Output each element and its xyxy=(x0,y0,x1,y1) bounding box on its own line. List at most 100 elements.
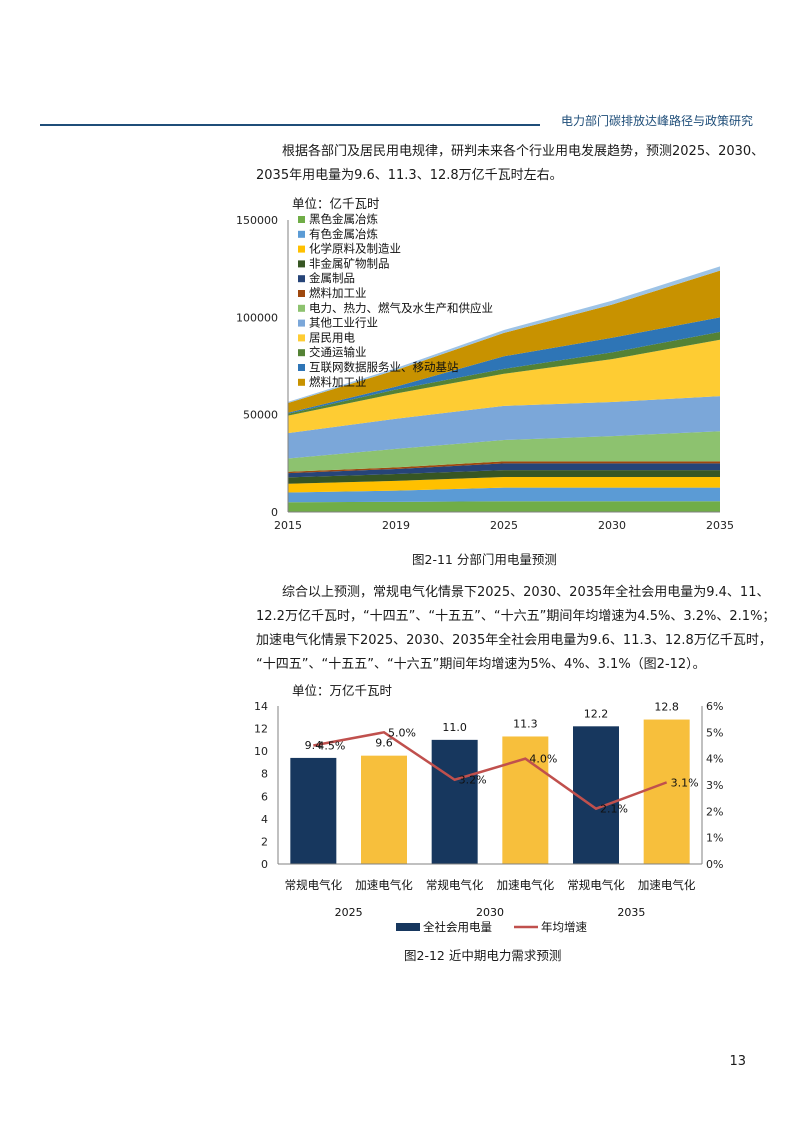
area-series xyxy=(288,501,720,512)
y-tick-label: 12 xyxy=(254,723,268,736)
bar-value-label: 11.0 xyxy=(442,721,467,734)
page-number: 13 xyxy=(729,1054,746,1069)
x-category-label: 加速电气化 xyxy=(497,878,555,892)
legend-swatch xyxy=(298,216,305,223)
growth-rate-label: 5.0% xyxy=(388,726,416,739)
paragraph-2-line: 加速电气化情景下2025、2030、2035年全社会用电量为9.6、11.3、1… xyxy=(256,633,772,648)
paragraph-2: 综合以上预测，常规电气化情景下2025、2030、2035年全社会用电量为9.4… xyxy=(256,581,776,677)
y-tick-label: 4 xyxy=(261,813,268,826)
area-series xyxy=(288,317,720,414)
growth-rate-line xyxy=(313,731,668,811)
legend-label: 非金属矿物制品 xyxy=(309,256,390,270)
area-series xyxy=(288,463,720,478)
growth-rate-label: 4.0% xyxy=(529,753,557,766)
y-tick-label: 8 xyxy=(261,768,268,781)
legend-swatch xyxy=(298,245,305,253)
bar xyxy=(361,755,407,864)
growth-rate-label: 3.1% xyxy=(671,776,699,789)
bar xyxy=(573,726,619,864)
paragraph-1: 根据各部门及居民用电规律，研判未来各个行业用电发展趋势，预测2025、2030、… xyxy=(256,140,765,188)
legend-label: 年均增速 xyxy=(541,920,587,934)
legend-label: 电力、热力、燃气及水生产和供应业 xyxy=(309,301,493,315)
area-series xyxy=(288,487,720,503)
bar-value-label: 11.3 xyxy=(513,717,538,730)
y-tick-label: 0 xyxy=(261,858,268,871)
paragraph-2-line: “十四五”、“十五五”、“十六五”期间年均增速为5%、4%、3.1%（图2-12… xyxy=(256,657,706,672)
sector-electricity-area-chart: 0 50000 100000 150000 2015 2019 2025 2030 2035 单位… xyxy=(236,196,734,532)
x-group-label: 2025 xyxy=(335,906,363,919)
area-series xyxy=(288,270,720,413)
header-rule xyxy=(40,124,540,126)
x-category-label: 常规电气化 xyxy=(426,878,484,892)
growth-rate-label: 4.5% xyxy=(317,740,345,753)
legend-label: 有色金属冶炼 xyxy=(309,227,378,241)
paragraph-2-line: 综合以上预测，常规电气化情景下2025、2030、2035年全社会用电量为9.4… xyxy=(282,585,770,600)
paragraph-1-line: 2035年用电量为9.6、11.3、12.8万亿千瓦时左右。 xyxy=(256,168,563,183)
area-series xyxy=(288,396,720,459)
y2-tick-label: 6% xyxy=(706,700,723,713)
y-tick-label: 14 xyxy=(254,700,268,713)
area-series xyxy=(288,331,720,416)
bar-value-label: 12.8 xyxy=(654,701,679,714)
legend-swatch xyxy=(298,364,305,371)
y-tick-label: 6 xyxy=(261,790,268,803)
legend-swatch xyxy=(298,230,305,238)
x-tick-label: 2030 xyxy=(598,519,626,532)
area-series xyxy=(288,470,720,484)
y2-tick-label: 4% xyxy=(706,753,723,766)
x-category-label: 常规电气化 xyxy=(285,878,343,892)
y2-tick-label: 1% xyxy=(706,832,723,845)
bar xyxy=(431,739,478,864)
bar-value-label: 9.6 xyxy=(375,737,393,750)
paragraph-2-line: 12.2万亿千瓦时，“十四五”、“十五五”、“十六五”期间年均增速为4.5%、3… xyxy=(256,609,776,624)
y2-tick-label: 3% xyxy=(706,779,723,792)
legend-swatch xyxy=(298,319,305,327)
legend-label: 交通运输业 xyxy=(309,345,367,359)
y-tick-label: 150000 xyxy=(236,214,278,227)
x-tick-label: 2015 xyxy=(274,519,302,532)
x-category-label: 加速电气化 xyxy=(638,878,696,892)
legend-swatch xyxy=(396,923,420,931)
legend-swatch xyxy=(298,275,305,283)
y-tick-label: 50000 xyxy=(243,409,278,422)
bar xyxy=(643,719,690,864)
x-category-label: 常规电气化 xyxy=(567,878,625,892)
x-category-label: 加速电气化 xyxy=(355,878,413,892)
legend-swatch xyxy=(298,290,305,297)
electricity-demand-bar-line-chart: 单位：万亿千瓦时 0 2 4 6 8 10 12 14 0% 1% 2% 3% 4% 5% 6% 9.4 9.6 1… xyxy=(254,683,723,934)
x-group-label: 2030 xyxy=(476,906,504,919)
legend-label: 其他工业行业 xyxy=(309,316,378,330)
x-group-label: 2035 xyxy=(617,906,645,919)
unit-label: 单位：万亿千瓦时 xyxy=(292,683,393,698)
bar xyxy=(290,757,337,864)
legend-swatch xyxy=(298,378,305,386)
area-series xyxy=(288,431,720,472)
figure-1-caption: 图2-11 分部门用电量预测 xyxy=(412,552,557,567)
y-tick-label: 0 xyxy=(271,506,278,519)
area-series xyxy=(288,266,720,403)
y2-tick-label: 2% xyxy=(706,805,723,818)
unit-label: 单位：亿千瓦时 xyxy=(292,196,380,211)
y-tick-label: 100000 xyxy=(236,311,278,324)
y-tick-label: 10 xyxy=(254,745,268,758)
bar-value-label: 9.4 xyxy=(305,739,323,752)
bar-value-label: 12.2 xyxy=(584,707,609,720)
growth-rate-label: 2.1% xyxy=(600,803,628,816)
legend-swatch xyxy=(298,260,305,268)
header-title: 电力部门碳排放达峰路径与政策研究 xyxy=(560,114,753,128)
growth-rate-label: 3.2% xyxy=(459,774,487,787)
legend-label: 化学原料及制造业 xyxy=(309,242,401,256)
legend-swatch xyxy=(298,304,305,312)
legend-label: 黑色金属冶炼 xyxy=(309,212,378,226)
legend-label: 燃料加工业 xyxy=(309,375,367,389)
x-tick-label: 2019 xyxy=(382,519,410,532)
paragraph-1-line: 根据各部门及居民用电规律，研判未来各个行业用电发展趋势，预测2025、2030、 xyxy=(282,144,765,159)
x-tick-label: 2035 xyxy=(706,519,734,532)
legend-label: 互联网数据服务业、移动基站 xyxy=(309,360,459,374)
legend-swatch xyxy=(298,349,305,357)
legend-label: 燃料加工业 xyxy=(309,286,367,300)
y2-tick-label: 0% xyxy=(706,858,723,871)
y2-tick-label: 5% xyxy=(706,726,723,739)
legend-label: 居民用电 xyxy=(309,330,355,344)
area-series xyxy=(288,461,720,474)
